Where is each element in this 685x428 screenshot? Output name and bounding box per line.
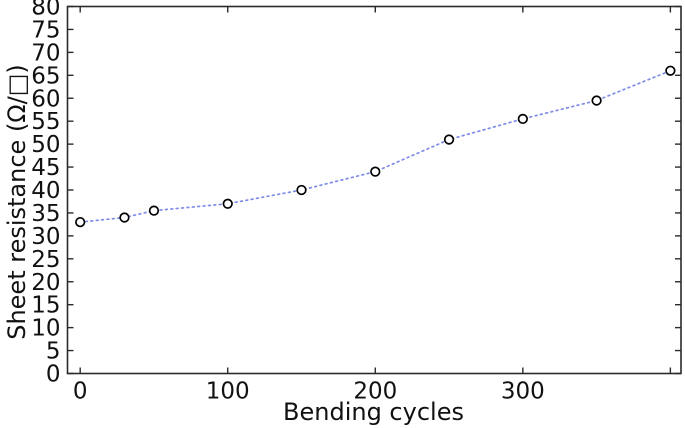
data-point	[370, 166, 381, 177]
data-point	[222, 198, 233, 209]
y-tick-label: 15	[31, 293, 60, 319]
y-tick-label: 50	[31, 132, 60, 158]
data-point	[665, 65, 676, 76]
data-point	[119, 212, 130, 223]
x-tick-label: 0	[73, 379, 88, 405]
x-tick-label: 100	[206, 379, 250, 405]
data-point	[517, 113, 528, 125]
y-tick-label: 30	[31, 224, 60, 250]
series-line	[79, 69, 672, 223]
y-tick-label: 55	[31, 109, 60, 135]
y-tick-label: 20	[31, 270, 60, 296]
y-tick-label: 40	[31, 178, 60, 204]
y-tick-label: 80	[31, 0, 60, 21]
data-point	[75, 216, 86, 228]
y-tick-label: 10	[31, 316, 60, 342]
y-tick-label: 35	[31, 201, 60, 227]
x-axis-title: Bending cycles	[283, 398, 464, 426]
y-tick-label: 25	[31, 247, 60, 273]
data-point	[296, 184, 307, 196]
y-tick-label: 65	[31, 63, 60, 89]
x-tick-label: 200	[353, 379, 397, 405]
data-point	[591, 95, 602, 106]
data-point	[443, 134, 455, 145]
y-tick-label: 75	[31, 17, 60, 43]
data-point	[148, 205, 160, 216]
y-tick-label: 0	[46, 362, 61, 388]
y-axis-title: Sheet resistance (Ω/□)	[3, 64, 31, 340]
y-tick-label: 45	[31, 155, 60, 181]
x-tick-label: 300	[501, 379, 545, 405]
y-tick-label: 60	[31, 86, 60, 112]
y-tick-label: 5	[46, 339, 61, 365]
y-tick-label: 70	[31, 40, 60, 66]
plot-area	[66, 5, 682, 375]
